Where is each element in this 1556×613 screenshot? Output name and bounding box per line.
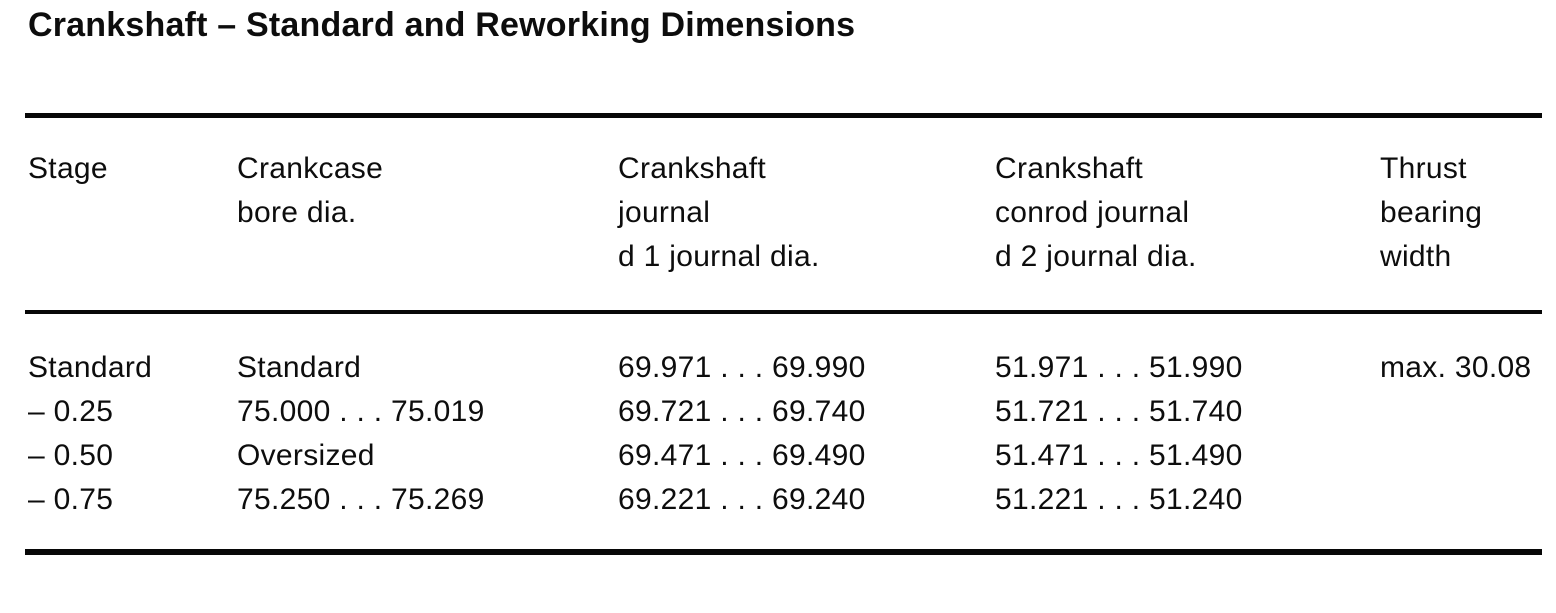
cell-bore-dia: Standard	[237, 351, 362, 384]
cell-conrod-d2: 51.221 . . . 51.240	[995, 483, 1243, 516]
cell-journal-d1: 69.971 . . . 69.990	[618, 351, 866, 384]
page-title: Crankshaft – Standard and Reworking Dime…	[28, 6, 856, 44]
document-page: Crankshaft – Standard and Reworking Dime…	[25, 5, 1542, 555]
header-cell-conrod-d2: Crankshaft conrod journal d 2 journal di…	[995, 152, 1197, 273]
bottom-rule	[25, 549, 1542, 555]
cell-stage: – 0.50	[28, 439, 114, 472]
cell-journal-d1: 69.471 . . . 69.490	[618, 439, 866, 472]
top-rule	[25, 113, 1542, 118]
table-header-row: Stage Crankcase bore dia. Crankshaft jou…	[25, 147, 1542, 279]
table-body: Standard Standard 69.971 . . . 69.990 51…	[25, 346, 1542, 522]
header-cell-thrust-bearing: Thrust bearing width	[1380, 152, 1483, 273]
cell-journal-d1: 69.221 . . . 69.240	[618, 483, 866, 516]
cell-bore-dia: 75.250 . . . 75.269	[237, 483, 485, 516]
header-cell-journal-d1: Crankshaft journal d 1 journal dia.	[618, 152, 820, 273]
cell-thrust-width: max. 30.08	[1380, 351, 1532, 384]
cell-bore-dia: 75.000 . . . 75.019	[237, 395, 485, 428]
cell-conrod-d2: 51.721 . . . 51.740	[995, 395, 1243, 428]
cell-thrust-width	[1380, 434, 1542, 478]
header-divider-rule	[25, 310, 1542, 314]
cell-stage: – 0.75	[28, 483, 114, 516]
cell-thrust-width	[1380, 390, 1542, 434]
cell-bore-dia: Oversized	[237, 439, 375, 472]
header-cell-crankcase-bore: Crankcase bore dia.	[237, 152, 384, 229]
cell-stage: – 0.25	[28, 395, 114, 428]
cell-journal-d1: 69.721 . . . 69.740	[618, 395, 866, 428]
cell-stage: Standard	[28, 351, 153, 384]
cell-conrod-d2: 51.971 . . . 51.990	[995, 351, 1243, 384]
cell-conrod-d2: 51.471 . . . 51.490	[995, 439, 1243, 472]
header-cell-stage: Stage	[28, 152, 108, 185]
cell-thrust-width	[1380, 478, 1542, 522]
